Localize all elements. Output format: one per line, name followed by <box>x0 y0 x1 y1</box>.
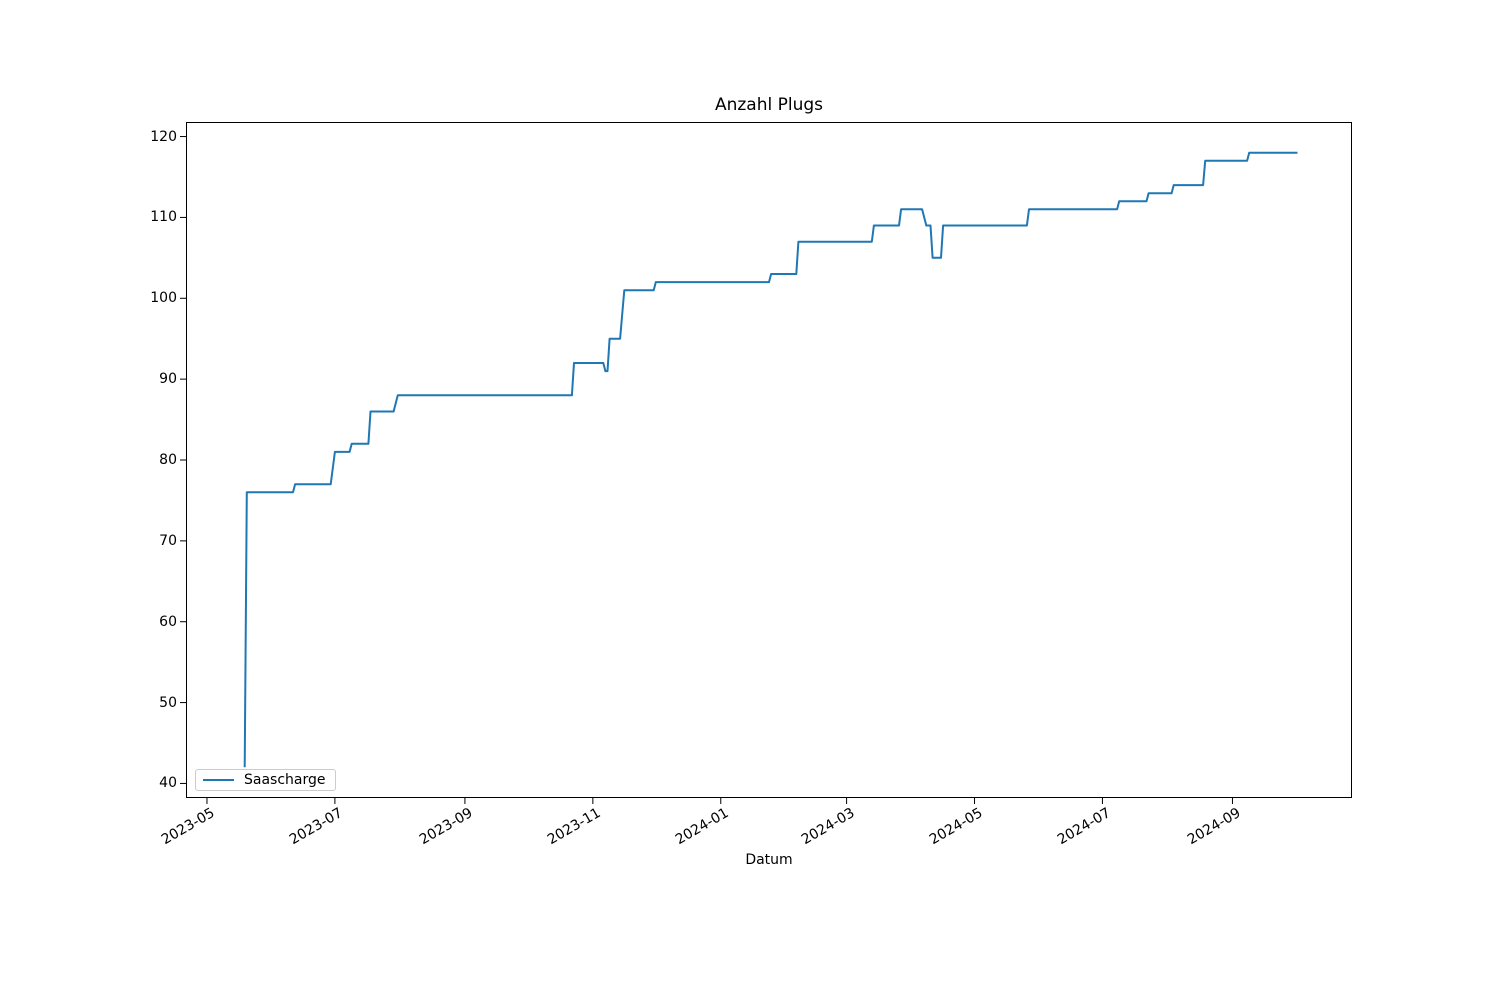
y-tick-label: 50 <box>159 694 177 711</box>
x-axis-label: Datum <box>745 852 793 868</box>
x-tick-label: 2024-01 <box>673 805 732 849</box>
x-tick-label: 2024-03 <box>798 805 858 849</box>
y-tick-label: 110 <box>150 209 177 226</box>
plot-area <box>186 122 1352 798</box>
y-tick-label: 80 <box>159 452 177 468</box>
x-tick-label: 2023-11 <box>545 805 604 849</box>
x-tick-label: 2023-07 <box>287 805 346 849</box>
legend: Saascharge <box>195 769 336 791</box>
legend-label: Saascharge <box>244 772 326 788</box>
legend-line-icon <box>203 779 234 781</box>
x-tick-label: 2024-05 <box>926 805 986 849</box>
chart-title: Anzahl Plugs <box>714 95 824 115</box>
x-tick-label: 2024-07 <box>1054 805 1114 849</box>
x-tick-label: 2023-05 <box>159 805 218 849</box>
y-tick-label: 60 <box>159 613 177 630</box>
y-tick-label: 40 <box>159 775 177 792</box>
y-tick-label: 100 <box>150 290 177 307</box>
x-tick-label: 2023-09 <box>417 805 476 849</box>
x-tick-label: 2024-09 <box>1184 805 1244 849</box>
y-tick-label: 70 <box>159 532 177 549</box>
y-tick-label: 120 <box>150 128 177 145</box>
y-tick-label: 90 <box>159 371 177 388</box>
